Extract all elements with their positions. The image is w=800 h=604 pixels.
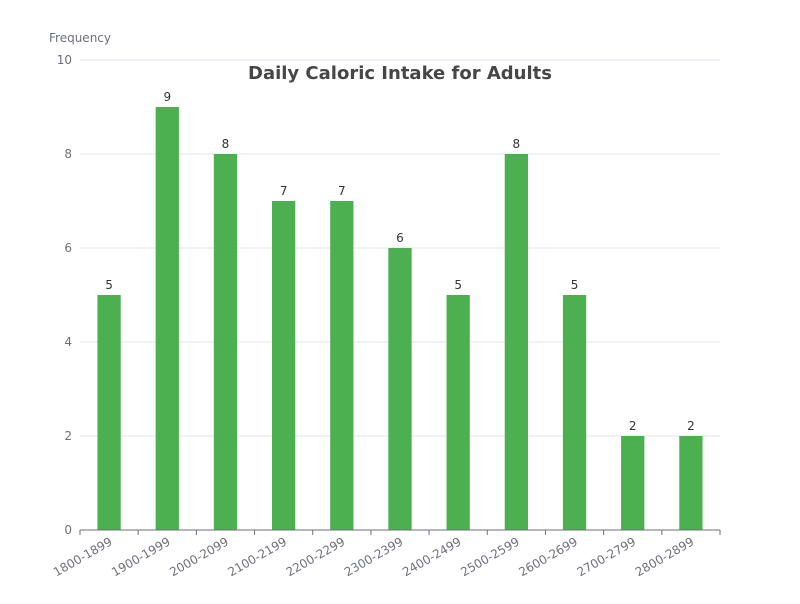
bar bbox=[679, 436, 703, 530]
data-label: 8 bbox=[513, 137, 521, 151]
data-label: 6 bbox=[396, 231, 404, 245]
bar bbox=[621, 436, 645, 530]
x-tick-label: 2500-2599 bbox=[458, 534, 522, 579]
x-tick-label: 2200-2299 bbox=[284, 534, 348, 579]
x-tick-label: 2000-2099 bbox=[167, 534, 231, 579]
data-label: 5 bbox=[105, 278, 113, 292]
chart-title: Daily Caloric Intake for Adults bbox=[248, 63, 552, 84]
y-tick-label: 4 bbox=[64, 335, 72, 349]
data-label: 5 bbox=[454, 278, 462, 292]
data-label: 2 bbox=[687, 419, 695, 433]
x-tick-label: 2100-2199 bbox=[225, 534, 289, 579]
bar bbox=[562, 295, 587, 530]
x-tick-label: 2600-2699 bbox=[516, 534, 580, 579]
data-labels: 5 9 8 7 7 6 5 8 5 2 2 bbox=[105, 90, 694, 433]
bar bbox=[272, 201, 296, 530]
bar bbox=[155, 107, 179, 530]
bar bbox=[446, 295, 470, 530]
data-label: 5 bbox=[571, 278, 579, 292]
x-tick-label: 1800-1899 bbox=[51, 534, 115, 579]
x-tick-label: 2400-2499 bbox=[400, 534, 464, 579]
bars bbox=[97, 107, 703, 530]
x-tick-label: 2800-2899 bbox=[633, 534, 697, 579]
x-tick-label: 2300-2399 bbox=[342, 534, 406, 579]
bar bbox=[213, 154, 238, 530]
y-tick-label: 0 bbox=[64, 523, 72, 537]
y-tick-label: 2 bbox=[64, 429, 72, 443]
bar bbox=[330, 201, 354, 530]
y-axis-label: Frequency bbox=[49, 31, 111, 45]
bar bbox=[504, 154, 528, 530]
axes bbox=[79, 529, 721, 535]
bar bbox=[97, 295, 121, 530]
x-tick-label: 1900-1999 bbox=[109, 534, 173, 579]
data-label: 7 bbox=[280, 184, 288, 198]
y-tick-labels: 0 2 4 6 8 10 bbox=[57, 53, 72, 537]
y-tick-label: 8 bbox=[64, 147, 72, 161]
y-tick-label: 10 bbox=[57, 53, 72, 67]
bar bbox=[388, 248, 412, 530]
data-label: 8 bbox=[222, 137, 230, 151]
x-tick-labels: 1800-18991900-19992000-20992100-21992200… bbox=[51, 534, 696, 579]
data-label: 7 bbox=[338, 184, 346, 198]
data-label: 2 bbox=[629, 419, 637, 433]
x-tick-label: 2700-2799 bbox=[575, 534, 639, 579]
y-tick-label: 6 bbox=[64, 241, 72, 255]
data-label: 9 bbox=[163, 90, 171, 104]
